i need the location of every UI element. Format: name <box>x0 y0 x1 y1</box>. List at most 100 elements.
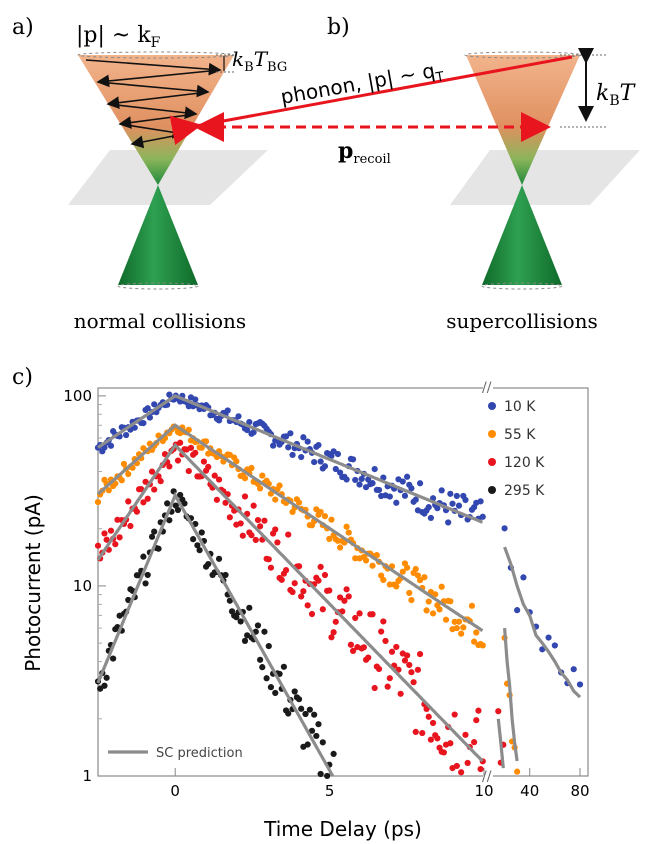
data-point-295K <box>222 571 229 579</box>
data-point-120K <box>406 661 413 669</box>
data-point-120K <box>458 769 465 776</box>
data-point-10K <box>356 481 363 488</box>
data-point-10K <box>386 493 393 500</box>
lower-cone-base-a <box>117 282 199 290</box>
data-point-120K <box>298 593 305 600</box>
data-point-295K <box>295 696 303 703</box>
data-point-120K <box>177 439 184 446</box>
data-point-295K <box>140 553 147 560</box>
data-point-120K <box>315 577 322 584</box>
data-point-10K <box>404 473 411 480</box>
data-point-120K <box>347 641 355 648</box>
data-point-120K <box>252 536 259 544</box>
data-point-120K <box>265 556 272 563</box>
data-point-120K <box>408 669 415 676</box>
data-point-295K <box>142 580 149 587</box>
data-point-55K <box>120 460 128 468</box>
data-point-10K <box>425 504 432 511</box>
data-point-10K <box>427 514 434 522</box>
data-point-120K <box>328 634 335 641</box>
data-point-55K <box>326 535 333 543</box>
data-point-120K <box>289 588 296 596</box>
data-point-120K <box>112 541 119 548</box>
sc-prediction-55K <box>96 423 484 632</box>
data-point-120K <box>304 602 311 609</box>
data-point-10K <box>462 496 469 504</box>
data-point-10K <box>244 426 251 434</box>
data-point-295K <box>257 656 264 663</box>
data-point-10K <box>317 458 324 465</box>
data-point-55K <box>414 572 422 579</box>
data-point-295K <box>241 637 249 644</box>
data-point-295K <box>101 682 108 689</box>
data-point-120K <box>451 711 458 718</box>
data-point-120K <box>211 472 218 479</box>
data-point-120K <box>222 499 229 506</box>
data-point-120K <box>282 567 290 574</box>
data-point-120K <box>205 463 212 470</box>
data-point-late-10K <box>551 642 558 649</box>
data-point-120K <box>414 666 422 673</box>
data-point-120K <box>339 608 346 615</box>
axis-break-mark-top: // <box>482 380 492 396</box>
data-point-55K <box>328 516 335 523</box>
data-point-295K <box>306 706 313 713</box>
data-point-120K <box>384 683 391 690</box>
data-point-120K <box>239 532 246 539</box>
data-point-120K <box>151 486 158 493</box>
recoil-label: precoil <box>338 138 391 167</box>
data-point-120K <box>144 495 151 502</box>
data-point-10K <box>358 475 365 483</box>
data-point-295K <box>144 571 151 579</box>
data-point-295K <box>259 664 266 671</box>
x-tick-label-broken: 80 <box>570 782 589 800</box>
data-point-295K <box>291 688 298 695</box>
data-point-10K <box>192 396 199 403</box>
plot-frame <box>97 387 589 777</box>
data-point-295K <box>304 741 311 748</box>
data-point-55K <box>432 591 439 598</box>
data-point-120K <box>330 629 337 636</box>
data-point-120K <box>319 606 326 613</box>
data-point-120K <box>401 657 409 664</box>
data-point-55K <box>412 565 419 573</box>
data-point-55K <box>458 630 465 637</box>
data-point-295K <box>311 711 318 718</box>
data-point-55K <box>241 475 249 482</box>
sc-prediction-10K <box>97 394 484 524</box>
legend-prediction-label: SC prediction <box>156 746 243 761</box>
data-point-295K <box>166 517 173 524</box>
data-point-10K <box>362 484 370 491</box>
data-point-120K <box>416 651 424 658</box>
data-point-55K <box>125 470 132 478</box>
data-point-10K <box>412 496 419 503</box>
data-point-10K <box>151 401 158 408</box>
legend-marker <box>488 458 496 466</box>
data-point-120K <box>440 749 447 756</box>
data-point-120K <box>380 618 387 625</box>
data-point-295K <box>97 685 104 692</box>
data-point-295K <box>267 684 275 691</box>
data-point-120K <box>174 457 182 464</box>
data-point-295K <box>194 542 201 549</box>
data-point-55K <box>447 598 454 605</box>
data-point-120K <box>213 496 220 503</box>
data-point-295K <box>317 770 324 778</box>
data-point-295K <box>226 597 233 604</box>
panel-a: a) |p| ~ kF kBTBG nor <box>12 15 287 333</box>
data-point-120K <box>477 765 484 773</box>
data-point-295K <box>315 721 322 728</box>
data-point-120K <box>278 576 285 583</box>
data-point-120K <box>343 586 350 593</box>
data-point-120K <box>365 654 372 661</box>
x-axis-label: Time Delay (ps) <box>263 817 422 841</box>
data-point-55K <box>185 426 192 433</box>
data-point-10K <box>399 478 406 485</box>
data-point-10K <box>250 429 257 436</box>
data-point-10K <box>185 403 192 410</box>
data-point-late-120K <box>495 708 502 715</box>
data-point-10K <box>289 451 296 459</box>
data-point-120K <box>215 476 223 483</box>
sc-prediction-late-120K <box>496 718 505 769</box>
data-point-120K <box>133 508 141 515</box>
